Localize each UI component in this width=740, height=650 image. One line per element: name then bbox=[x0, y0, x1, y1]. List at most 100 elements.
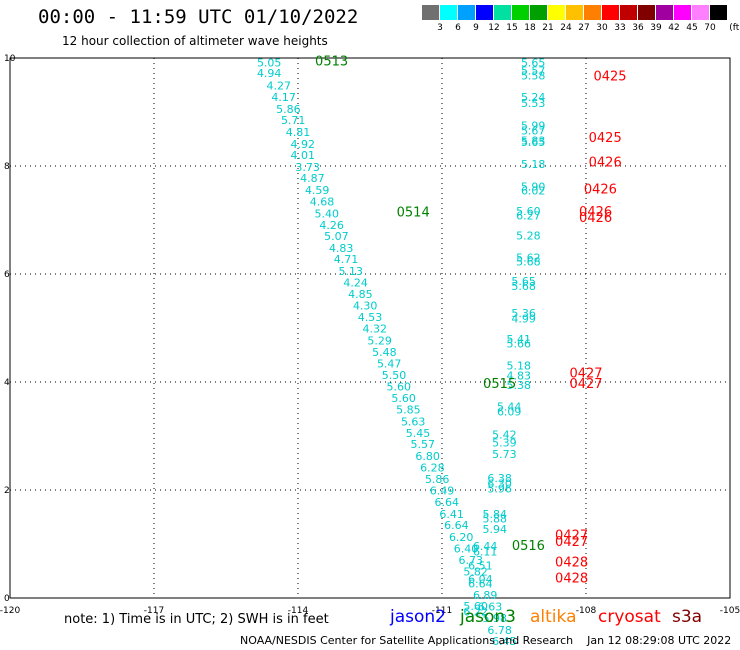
wave-height-point: 5.65 bbox=[511, 275, 536, 288]
wave-height-point: 5.36 bbox=[511, 307, 536, 320]
pass-time-label: 0426 bbox=[589, 156, 622, 171]
color-swatch bbox=[494, 5, 511, 20]
wave-height-point: 5.66 bbox=[507, 338, 532, 351]
wave-height-point: 5.71 bbox=[281, 114, 306, 127]
pass-time-label: 0428 bbox=[555, 555, 588, 570]
wave-height-point: 5.05 bbox=[257, 56, 282, 69]
wave-height-point: 5.60 bbox=[391, 392, 416, 405]
wave-height-point: 5.82 bbox=[463, 566, 488, 579]
wave-height-point: 5.60 bbox=[463, 600, 488, 613]
color-label: 3 bbox=[437, 23, 443, 33]
wave-height-point: 5.58 bbox=[521, 69, 546, 82]
color-swatch bbox=[512, 5, 529, 20]
color-swatch bbox=[440, 5, 457, 20]
color-swatch bbox=[710, 5, 727, 20]
color-label: 18 bbox=[524, 23, 536, 33]
wave-height-point: 4.26 bbox=[319, 219, 344, 232]
wave-height-point: 6.78 bbox=[487, 624, 512, 637]
wave-height-point: 5.50 bbox=[382, 369, 407, 382]
wave-height-point: 5.18 bbox=[521, 158, 546, 171]
color-label: 6 bbox=[455, 23, 461, 33]
chart-title: 00:00 - 11:59 UTC 01/10/2022 bbox=[38, 6, 359, 28]
wave-height-point: 5.65 bbox=[521, 56, 546, 69]
footer-note: note: 1) Time is in UTC; 2) SWH is in fe… bbox=[64, 612, 329, 627]
wave-height-point: 4.81 bbox=[286, 126, 311, 139]
color-label: 70 bbox=[704, 23, 716, 33]
wave-height-point: 6.63 bbox=[478, 601, 503, 614]
wave-height-point: 4.99 bbox=[511, 312, 536, 325]
wave-height-point: 5.07 bbox=[324, 230, 349, 243]
pass-time-label: 0514 bbox=[397, 205, 430, 220]
wave-height-point: 4.85 bbox=[348, 288, 373, 301]
color-swatch bbox=[584, 5, 601, 20]
pass-time-label: 0426 bbox=[579, 211, 612, 226]
wave-height-point: 5.28 bbox=[516, 230, 541, 243]
color-label: 33 bbox=[614, 23, 626, 33]
wave-height-point: 5.47 bbox=[377, 358, 402, 371]
wave-height-point: 5.98 bbox=[483, 612, 508, 625]
wave-height-point: 5.62 bbox=[516, 251, 541, 264]
satellite-legend-cryosat: cryosat bbox=[598, 607, 661, 627]
x-tick-label: -120 bbox=[0, 606, 20, 616]
color-swatch bbox=[548, 5, 565, 20]
wave-height-point: 5.67 bbox=[521, 124, 546, 137]
y-tick-label: 4 bbox=[4, 378, 10, 388]
wave-height-point: 4.17 bbox=[271, 91, 296, 104]
wave-height-point: 4.87 bbox=[300, 172, 325, 185]
wave-height-point: 6.80 bbox=[415, 450, 440, 463]
wave-height-point: 5.40 bbox=[315, 208, 340, 221]
wave-height-point: 6.28 bbox=[420, 461, 445, 474]
color-swatch bbox=[422, 5, 439, 20]
wave-height-point: 4.83 bbox=[507, 370, 532, 383]
wave-height-point: 5.60 bbox=[387, 380, 412, 393]
color-swatch bbox=[530, 5, 547, 20]
wave-height-point: 6.51 bbox=[468, 560, 493, 573]
wave-height-point: 5.39 bbox=[492, 436, 517, 449]
wave-height-point: 6.02 bbox=[521, 184, 546, 197]
pass-time-label: 0427 bbox=[569, 366, 602, 381]
x-tick-label: -105 bbox=[720, 606, 740, 616]
wave-height-point: 5.86 bbox=[276, 103, 301, 116]
chart-subtitle: 12 hour collection of altimeter wave hei… bbox=[62, 34, 328, 48]
color-label: 24 bbox=[560, 23, 572, 33]
wave-height-point: 6.64 bbox=[435, 496, 460, 509]
wave-height-point: 4.32 bbox=[363, 323, 388, 336]
pass-time-label: 0426 bbox=[579, 205, 612, 220]
color-swatch bbox=[476, 5, 493, 20]
wave-height-point: 5.90 bbox=[521, 181, 546, 194]
wave-height-point: 5.41 bbox=[507, 333, 532, 346]
wave-height-point: 6.89 bbox=[473, 589, 498, 602]
y-tick-label: 6 bbox=[4, 270, 10, 280]
satellite-legend-s3a: s3a bbox=[672, 607, 703, 627]
wave-height-point: 5.63 bbox=[401, 415, 426, 428]
wave-height-point: 5.68 bbox=[516, 256, 541, 269]
color-label: 21 bbox=[542, 23, 554, 33]
pass-time-label: 0515 bbox=[483, 377, 516, 392]
color-swatch bbox=[656, 5, 673, 20]
pass-time-label: 0513 bbox=[315, 55, 348, 70]
color-swatch bbox=[638, 5, 655, 20]
color-label: 15 bbox=[506, 23, 518, 33]
pass-time-label: 0428 bbox=[555, 571, 588, 586]
wave-height-point: 6.11 bbox=[473, 546, 498, 559]
wave-height-point: 5.73 bbox=[492, 448, 517, 461]
y-tick-label: 0 bbox=[4, 594, 10, 604]
wave-height-point: 6.64 bbox=[468, 577, 493, 590]
color-label: 12 bbox=[488, 23, 500, 33]
wave-height-point: 4.92 bbox=[291, 138, 316, 151]
wave-height-point: 4.53 bbox=[358, 311, 383, 324]
color-swatch bbox=[692, 5, 709, 20]
pass-time-label: 0425 bbox=[589, 131, 622, 146]
wave-height-point: 5.85 bbox=[396, 404, 421, 417]
y-tick-label: 8 bbox=[4, 162, 10, 172]
color-swatch bbox=[674, 5, 691, 20]
color-swatch bbox=[602, 5, 619, 20]
color-swatch bbox=[620, 5, 637, 20]
pass-time-label: 0427 bbox=[569, 377, 602, 392]
wave-height-point: 6.27 bbox=[516, 210, 541, 223]
wave-height-point: 6.44 bbox=[473, 540, 498, 553]
wave-height-point: 5.38 bbox=[507, 379, 532, 392]
wave-height-point: 6.04 bbox=[468, 573, 493, 586]
color-label: 30 bbox=[596, 23, 608, 33]
